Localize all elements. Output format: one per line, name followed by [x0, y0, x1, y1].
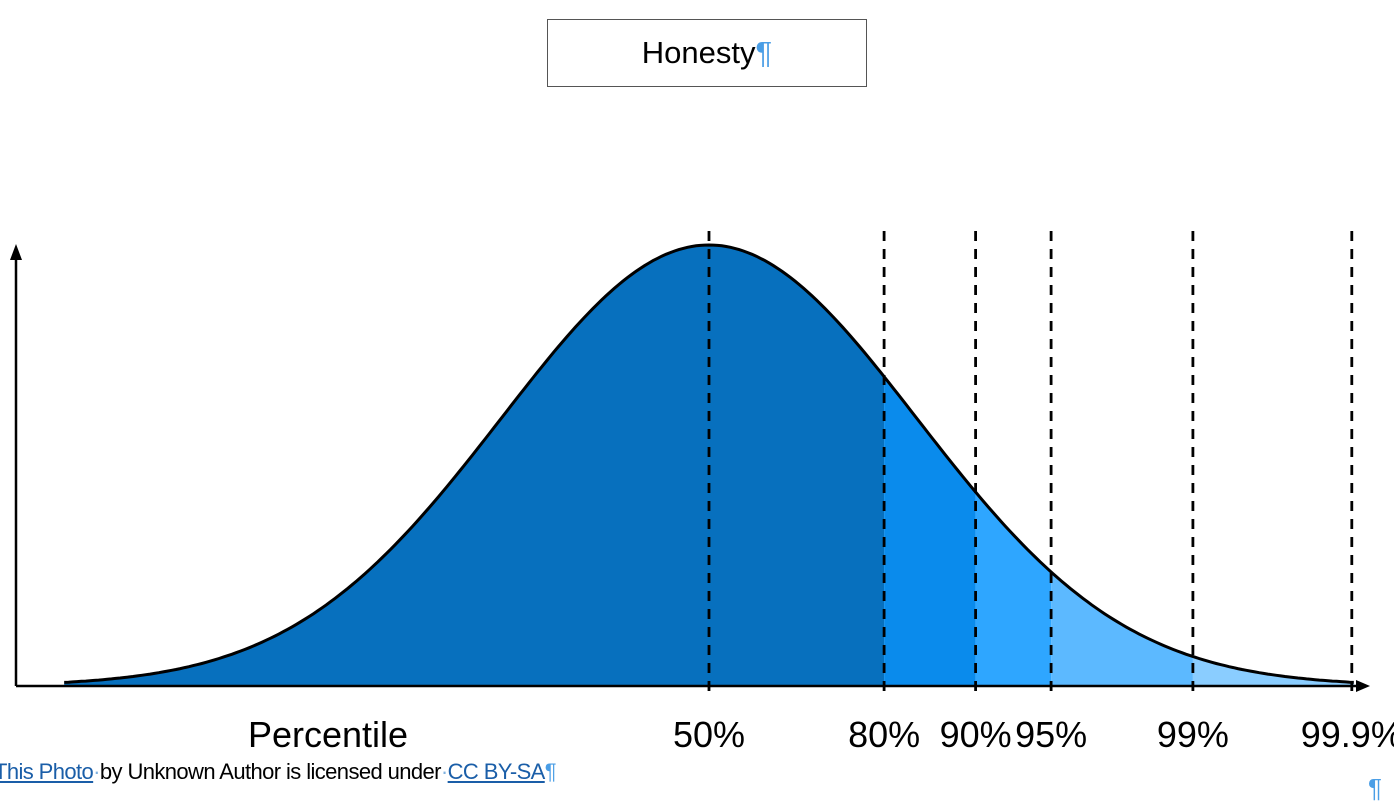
attribution-text: by Unknown Author is licensed under	[99, 759, 442, 784]
curve-layer	[64, 243, 1354, 684]
paragraph-mark: ¶	[755, 35, 773, 70]
percentile-label-99-9: 99.9%	[1301, 714, 1394, 755]
x-axis-arrow	[1356, 680, 1370, 692]
band-below-80	[64, 245, 885, 686]
normal-curve	[64, 243, 1354, 684]
band-90-95	[975, 492, 1052, 686]
percentile-label-80: 80%	[848, 714, 920, 755]
percentile-label-90: 90%	[940, 714, 1012, 755]
percentile-label-99: 99%	[1157, 714, 1229, 755]
band-80-90	[884, 376, 976, 686]
x-axis-label: Percentile	[248, 714, 408, 755]
percentile-label-50: 50%	[673, 714, 745, 755]
band-95-99	[1051, 572, 1193, 686]
photo-link[interactable]: This Photo	[0, 759, 94, 784]
chart-title: Honesty¶	[641, 35, 773, 70]
percentile-label-95: 95%	[1015, 714, 1087, 755]
photo-attribution: This Photo·by Unknown Author is licensed…	[0, 759, 557, 785]
axes	[10, 244, 1370, 692]
percentile-bands	[64, 245, 1354, 686]
end-paragraph-mark: ¶	[1368, 773, 1382, 803]
percentile-labels: 50% 80% 90% 95% 99% 99.9%	[673, 714, 1394, 755]
title-box: Honesty¶	[547, 19, 867, 87]
license-link[interactable]: CC BY-SA	[447, 759, 546, 784]
percentile-lines	[707, 231, 1354, 692]
caption-paragraph-mark: ¶	[544, 759, 557, 784]
y-axis-arrow	[10, 244, 22, 260]
band-99-999	[1192, 656, 1354, 686]
